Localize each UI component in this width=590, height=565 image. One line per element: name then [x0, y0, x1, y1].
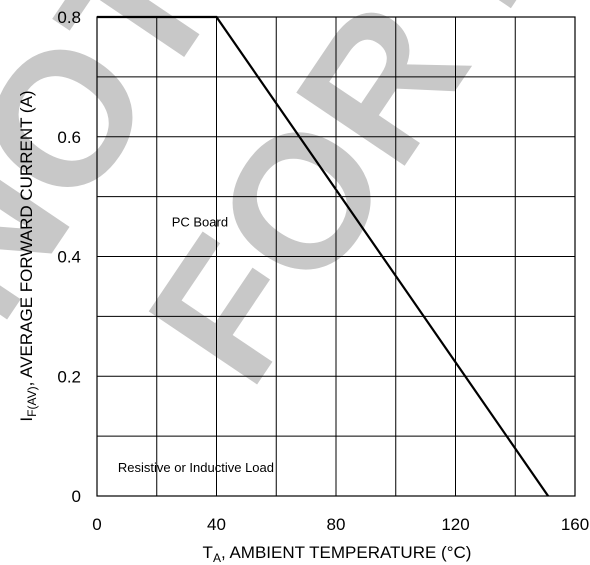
series: [97, 15, 550, 497]
annotation-label: PC Board: [172, 215, 228, 230]
y-tick-label: 0.6: [57, 128, 81, 147]
y-tick-label: 0.2: [57, 367, 81, 386]
annotations: PC Board Resistive or Inductive Load: [118, 215, 274, 475]
series-line: [97, 15, 550, 497]
x-tick-label: 160: [561, 515, 589, 534]
x-tick-label: 0: [92, 515, 101, 534]
x-tick-label: 40: [207, 515, 226, 534]
annotation-label: Resistive or Inductive Load: [118, 460, 274, 475]
plot-frame: [96, 16, 576, 497]
y-tick-label: 0.4: [57, 248, 81, 267]
watermark: NOT RECOMMENDED FOR NEW DESIGN: [0, 0, 590, 418]
x-tick-label: 120: [441, 515, 469, 534]
tick-labels: 0 40 80 120 160 0 0.2 0.4 0.6 0.8: [57, 8, 589, 534]
y-tick-label: 0: [72, 487, 81, 506]
y-tick-label: 0.8: [57, 8, 81, 27]
x-axis-label: TA, AMBIENT TEMPERATURE (°C): [203, 543, 472, 565]
grid: [96, 16, 576, 497]
y-axis-label: IF(AV), AVERAGE FORWARD CURRENT (A): [17, 90, 39, 421]
x-tick-label: 80: [327, 515, 346, 534]
